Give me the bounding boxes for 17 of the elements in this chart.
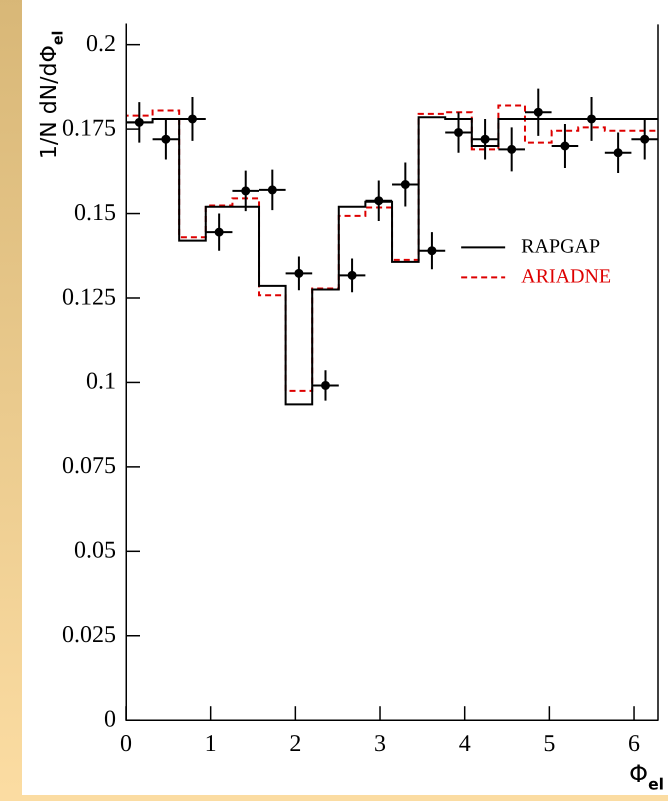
y-tick-label: 0.1 (86, 368, 116, 395)
x-tick-label: 6 (628, 730, 640, 757)
y-tick-label: 0 (104, 706, 116, 732)
y-tick-label: 0.15 (74, 200, 116, 226)
x-tick-label: 4 (458, 730, 471, 757)
x-tick-label: 5 (543, 730, 556, 757)
y-tick-label: 0.2 (86, 30, 116, 57)
x-tick-label: 2 (289, 730, 302, 757)
legend-label: RAPGAP (521, 236, 600, 258)
y-tick-label: 0.05 (74, 538, 116, 564)
x-tick-label: 1 (204, 730, 217, 757)
legend-label: ARIADNE (521, 266, 612, 288)
y-tick-label: 0.025 (62, 622, 116, 648)
x-tick-label: 3 (374, 730, 386, 757)
x-tick-label: 0 (120, 730, 132, 757)
y-tick-label: 0.075 (62, 453, 116, 480)
y-tick-label: 0.125 (62, 284, 116, 310)
